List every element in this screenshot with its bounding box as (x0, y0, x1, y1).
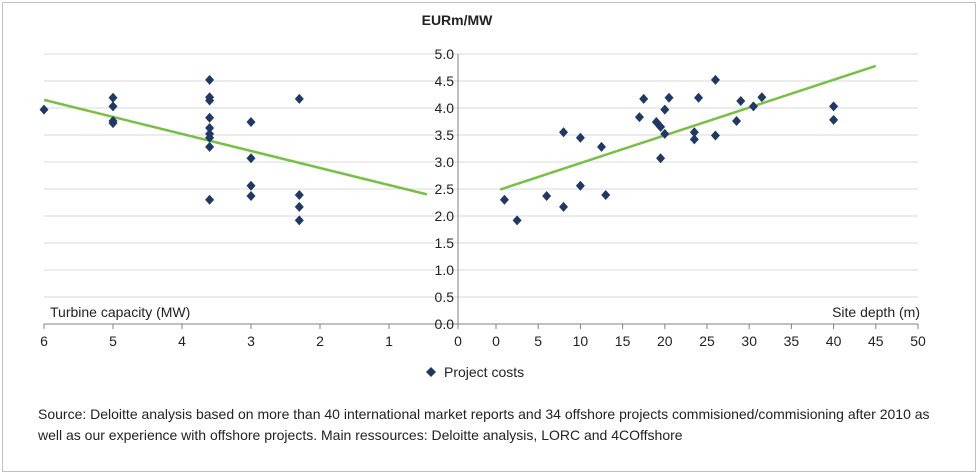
data-point (575, 132, 585, 143)
x-tick-label: 15 (615, 333, 631, 349)
y-tick-label: 3.5 (435, 127, 455, 143)
data-point (694, 92, 704, 103)
x-tick-label: 45 (868, 333, 884, 349)
y-tick-label: 3.0 (435, 154, 455, 170)
data-point (108, 118, 118, 129)
y-tick-label: 4.5 (435, 73, 455, 89)
data-point (757, 92, 767, 103)
data-point (39, 104, 49, 115)
data-point (294, 93, 304, 104)
data-point (639, 93, 649, 104)
x-tick-label: 0 (454, 333, 462, 349)
x-tick-label: 50 (910, 333, 926, 349)
x-tick-label: 4 (178, 333, 186, 349)
data-point (748, 101, 758, 112)
y-tick-label: 1.0 (435, 262, 455, 278)
x-label-turbine: Turbine capacity (MW) (50, 304, 190, 320)
x-tick-label: 30 (741, 333, 757, 349)
x-tick-label: 10 (573, 333, 589, 349)
data-point (634, 112, 644, 123)
data-point (205, 122, 215, 133)
data-point (559, 201, 569, 212)
y-tick-label: 4.0 (435, 100, 455, 116)
data-point (205, 112, 215, 123)
data-point (205, 132, 215, 143)
data-point (108, 92, 118, 103)
data-point (575, 180, 585, 191)
y-tick-label: 2.0 (435, 208, 455, 224)
x-tick-label: 20 (657, 333, 673, 349)
y-tick-label: 0.5 (435, 289, 455, 305)
data-point (246, 153, 256, 164)
data-point (542, 191, 552, 202)
axis-labels: 0.00.51.01.52.02.53.03.54.04.55.06 5 4 3 2 1 0… (40, 46, 926, 349)
data-point (246, 191, 256, 202)
data-point (710, 74, 720, 85)
data-point (559, 127, 569, 138)
data-point (829, 101, 839, 112)
data-point (601, 189, 611, 200)
y-tick-label: 1.5 (435, 235, 455, 251)
trend-lines (43, 64, 877, 196)
data-point (246, 117, 256, 128)
x-tick-label: 6 (40, 333, 48, 349)
data-point (736, 95, 746, 106)
x-tick-label: 0 (492, 333, 500, 349)
data-point (660, 128, 670, 139)
data-point (660, 104, 670, 115)
data-point (829, 114, 839, 125)
data-point (664, 92, 674, 103)
trend-line-depth (499, 64, 877, 191)
chart-title: EURm/MW (422, 12, 494, 28)
data-point (499, 194, 509, 205)
source-note: Source: Deloitte analysis based on more … (38, 406, 930, 443)
data-point (656, 121, 666, 132)
data-point (294, 189, 304, 200)
data-point (656, 153, 666, 164)
x-tick-label: 35 (784, 333, 800, 349)
data-point (205, 141, 215, 152)
data-point (205, 74, 215, 85)
x-tick-label: 25 (699, 333, 715, 349)
data-point (710, 130, 720, 141)
data-point (732, 115, 742, 126)
data-point (689, 127, 699, 138)
x-tick-label: 2 (316, 333, 324, 349)
x-tick-label: 5 (109, 333, 117, 349)
x-tick-label: 40 (826, 333, 842, 349)
data-point (205, 194, 215, 205)
x-tick-label: 3 (247, 333, 255, 349)
x-tick-label: 5 (534, 333, 542, 349)
x-tick-label: 1 (385, 333, 393, 349)
data-point (294, 215, 304, 226)
data-point (205, 95, 215, 106)
data-point (597, 141, 606, 152)
data-point (512, 215, 522, 226)
y-tick-label: 2.5 (435, 181, 455, 197)
legend: Project costs (426, 364, 524, 380)
data-point (689, 134, 699, 145)
data-points (39, 74, 839, 226)
legend-label: Project costs (444, 364, 524, 380)
y-tick-label: 0.0 (435, 316, 455, 332)
x-label-depth: Site depth (m) (832, 304, 920, 320)
data-point (246, 180, 256, 191)
data-point (108, 101, 118, 112)
data-point (294, 201, 304, 212)
axes (43, 54, 919, 329)
legend-marker-icon (426, 367, 436, 377)
trend-line-turbine (43, 98, 428, 196)
y-tick-label: 5.0 (435, 46, 455, 62)
